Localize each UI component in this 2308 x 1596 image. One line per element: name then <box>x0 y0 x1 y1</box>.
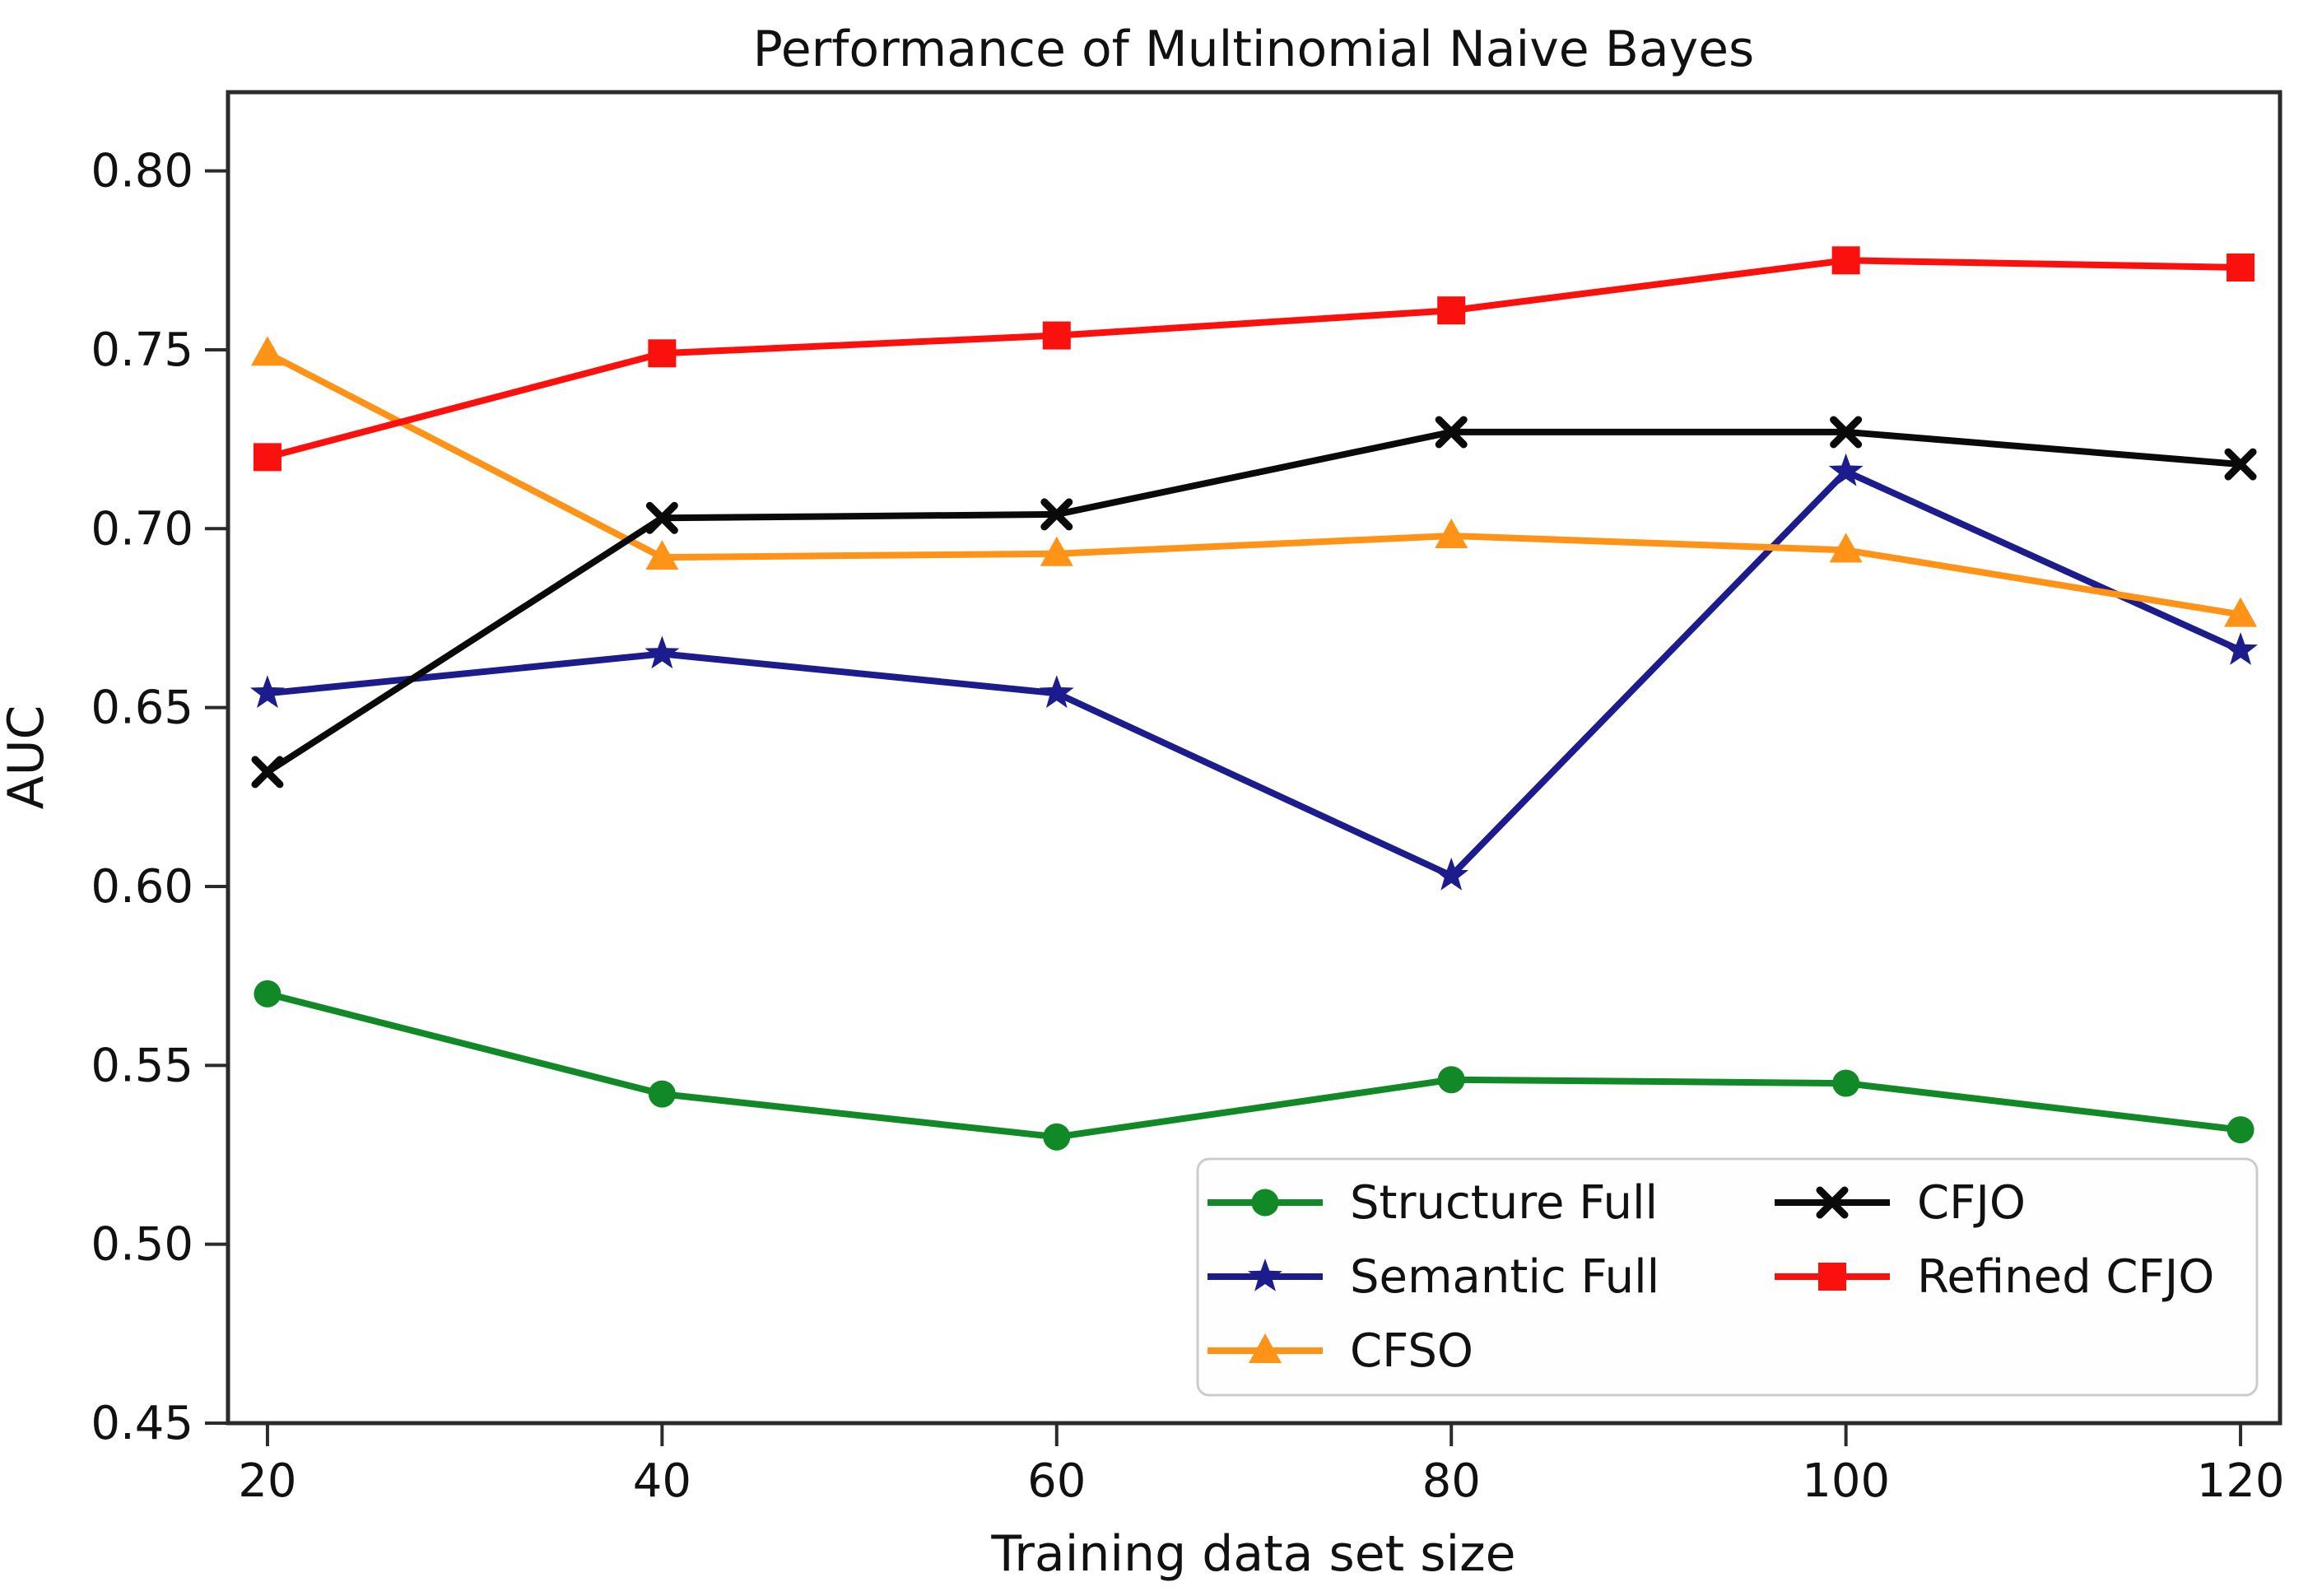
square-marker <box>2227 253 2255 282</box>
series-cfjo <box>251 416 2257 789</box>
x-marker <box>1816 1186 1849 1219</box>
plot-frame <box>226 90 2282 1426</box>
x-tick-label: 20 <box>238 1454 296 1508</box>
x-marker <box>1040 498 1073 531</box>
square-marker <box>648 339 677 368</box>
triangle-marker <box>1435 519 1468 548</box>
series-line <box>266 990 2241 1141</box>
y-tick-label: 0.55 <box>91 1039 193 1092</box>
star-marker <box>250 675 285 709</box>
y-tick-label: 0.80 <box>91 145 193 198</box>
star-marker <box>644 635 680 669</box>
circle-marker <box>254 979 282 1007</box>
series-refined-cfjo <box>253 246 2255 472</box>
triangle-marker <box>1040 536 1073 566</box>
y-tick-label: 0.70 <box>91 502 193 556</box>
triangle-marker <box>1829 533 1863 563</box>
axis-ticks: 0.45 0.50 0.55 0.60 0.65 0.70 0.75 0.80 20 40 60 80… <box>91 145 2284 1508</box>
square-marker <box>1042 321 1071 350</box>
triangle-marker <box>250 336 284 366</box>
series-cfso <box>250 336 2258 627</box>
x-tick-label: 60 <box>1027 1454 1086 1508</box>
circle-marker <box>1043 1123 1071 1151</box>
x-marker <box>1435 416 1468 449</box>
legend-entry-label: Semantic Full <box>1350 1250 1659 1304</box>
x-marker <box>2224 448 2257 481</box>
star-marker <box>1248 1259 1282 1291</box>
triangle-marker <box>645 540 679 570</box>
axes-box <box>226 90 2282 1426</box>
x-marker <box>1830 416 1863 449</box>
y-tick-label: 0.45 <box>91 1397 193 1450</box>
circle-marker <box>1832 1069 1860 1097</box>
y-tick-label: 0.65 <box>91 682 193 735</box>
circle-marker <box>1251 1189 1279 1217</box>
square-marker <box>1437 296 1466 325</box>
legend-entry-cfso: CFSO <box>1208 1324 1473 1378</box>
series-structure-full <box>254 979 2254 1151</box>
y-axis-label: AUC <box>0 705 55 810</box>
x-marker <box>645 501 678 534</box>
series-line <box>265 428 2241 775</box>
y-tick-label: 0.50 <box>91 1218 193 1272</box>
circle-marker <box>648 1080 676 1108</box>
legend-entry-semantic-full: Semantic Full <box>1208 1250 1659 1304</box>
square-marker <box>1831 246 1860 275</box>
x-marker <box>251 756 284 789</box>
x-tick-label: 120 <box>2197 1454 2285 1508</box>
legend-entry-label: CFSO <box>1350 1324 1473 1378</box>
legend-entry-refined-cfjo: Refined CFJO <box>1775 1250 2214 1304</box>
star-marker <box>1039 675 1074 709</box>
square-marker <box>1818 1263 1846 1291</box>
legend-entry-label: Refined CFJO <box>1917 1250 2214 1304</box>
legend-entry-label: CFJO <box>1917 1176 2026 1230</box>
triangle-marker <box>1249 1333 1282 1363</box>
chart-title: Performance of Multinomial Naive Bayes <box>753 21 1755 78</box>
series-line <box>266 257 2241 461</box>
star-marker <box>1434 857 1469 891</box>
legend-entry-label: Structure Full <box>1350 1176 1658 1230</box>
series-semantic-full <box>250 453 2258 891</box>
x-tick-label: 80 <box>1422 1454 1481 1508</box>
series-line <box>266 350 2241 618</box>
legend-entry-structure-full: Structure Full <box>1208 1176 1658 1230</box>
circle-marker <box>1437 1066 1465 1094</box>
legend: Structure Full Semantic Full CFSO CFJO Refin… <box>1196 1157 2259 1397</box>
data-series <box>250 246 2258 1151</box>
y-tick-label: 0.60 <box>91 860 193 914</box>
legend-entry-cfjo: CFJO <box>1775 1176 2026 1230</box>
star-marker <box>1828 453 1864 486</box>
y-tick-label: 0.75 <box>91 323 193 377</box>
triangle-marker <box>2224 597 2258 627</box>
star-marker <box>2223 632 2258 665</box>
x-tick-label: 100 <box>1802 1454 1890 1508</box>
legend-box <box>1196 1157 2259 1397</box>
circle-marker <box>2227 1116 2254 1144</box>
x-axis-label: Training data set size <box>990 1525 1515 1583</box>
series-line <box>267 468 2242 879</box>
square-marker <box>253 443 282 472</box>
x-tick-label: 40 <box>633 1454 691 1508</box>
